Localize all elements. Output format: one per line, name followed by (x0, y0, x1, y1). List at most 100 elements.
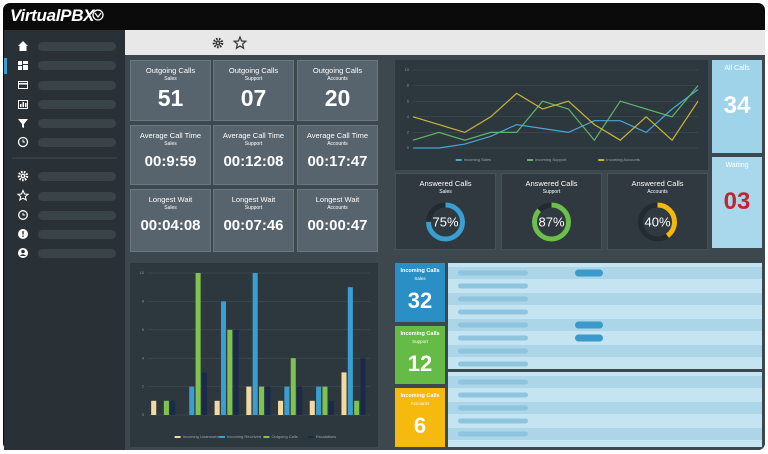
tile-title: Average Call Time (306, 131, 369, 140)
tile-subtitle: Accounts (327, 205, 348, 211)
list-pill (575, 321, 603, 329)
report-icon[interactable] (18, 100, 28, 109)
tile-title: All Calls (724, 65, 750, 72)
tile-title: Answered Calls (525, 179, 578, 188)
incoming-tile: Incoming Calls Sales 32 (395, 263, 445, 322)
tile-value: 51 (157, 85, 184, 111)
legend-label: Incoming Received (227, 434, 261, 439)
tile-title: Incoming Calls (400, 268, 440, 274)
settings-button[interactable] (212, 37, 224, 49)
tile-value: 03 (723, 187, 751, 215)
bar (328, 400, 334, 415)
donut-arc (426, 202, 465, 242)
profile-icon[interactable] (18, 248, 28, 258)
stat-tile: Outgoing Calls Accounts 20 (297, 60, 378, 121)
tile-subtitle: Accounts (327, 141, 348, 147)
answered-tile: Answered Calls Support 87% (501, 173, 602, 250)
tile-subtitle: Sales (164, 76, 177, 82)
bar (284, 386, 290, 415)
help-icon[interactable] (18, 229, 28, 239)
legend-swatch (263, 436, 270, 438)
bar (227, 329, 233, 415)
list-placeholder (458, 335, 528, 341)
incoming-tile: Incoming Calls Accounts 6 (395, 388, 445, 447)
logo[interactable]: VirtualPBX (10, 6, 95, 25)
bar (220, 301, 227, 415)
donut: 40% (638, 202, 677, 242)
card-icon[interactable] (18, 81, 28, 89)
y-tick-label: 2 (407, 129, 410, 134)
active-indicator (4, 58, 7, 74)
clock-icon[interactable] (17, 136, 29, 148)
stat-tile: Average Call Time Support 00:12:08 (213, 125, 294, 185)
tile-title: Longest Wait (315, 195, 360, 204)
legend-label: Incoming Accounts (606, 157, 640, 162)
bar (278, 400, 284, 415)
list-row (448, 376, 762, 388)
donut: 75% (426, 202, 465, 242)
tile-title: Answered Calls (419, 179, 472, 188)
donut-arc (532, 202, 571, 242)
tile-subtitle: Sales (414, 276, 426, 281)
bar (297, 386, 303, 415)
tile-subtitle: Sales (164, 205, 177, 211)
bar (246, 386, 252, 415)
list-placeholder (458, 322, 528, 328)
tile-title: Answered Calls (631, 179, 684, 188)
tile-subtitle: Support (244, 205, 263, 211)
legend-label: Incoming Unanswered (183, 434, 223, 439)
filter-icon[interactable] (18, 119, 28, 128)
bar (201, 372, 207, 415)
tile-title: Longest Wait (231, 195, 276, 204)
answered-tile: Answered Calls Sales 75% (395, 173, 496, 250)
favorites-icon[interactable] (16, 189, 30, 202)
list-placeholder (458, 348, 528, 354)
list-placeholder (458, 379, 528, 385)
bar (322, 386, 328, 415)
tile-title: Longest Wait (148, 195, 193, 204)
list-placeholder (458, 392, 528, 398)
call-list (448, 263, 762, 369)
stat-tile: Average Call Time Accounts 00:17:47 (297, 125, 378, 185)
list-placeholder (458, 361, 528, 367)
sidebar-bg (4, 30, 125, 450)
y-tick-label: 6 (142, 327, 145, 332)
tile-subtitle: Support (542, 189, 561, 195)
bar (259, 386, 265, 415)
favorite-button[interactable] (232, 35, 248, 50)
tile-value: 00:00:47 (307, 217, 368, 234)
series-line (413, 89, 699, 149)
list-placeholder (458, 405, 528, 411)
legend-label: Incoming Sales (464, 157, 491, 162)
bar (347, 287, 353, 415)
bar (360, 358, 366, 415)
tile-value: 6 (413, 413, 427, 438)
dashboard-icon[interactable] (18, 61, 28, 70)
list-placeholder (458, 283, 528, 289)
tile-title: Outgoing Calls (145, 66, 196, 75)
stat-tile: Longest Wait Sales 00:04:08 (130, 189, 211, 252)
bar (354, 400, 360, 415)
bar (163, 400, 169, 415)
bar (195, 273, 201, 415)
bar-chart-panel: 0 2 4 6 8 10 Incoming Unanswered Incoming Recei… (130, 263, 378, 447)
donut-label: 75% (432, 214, 458, 229)
legend-label: Incoming Support (535, 157, 567, 162)
tile-value: 20 (324, 85, 351, 111)
tile-subtitle: Accounts (410, 401, 430, 406)
tile-title: Outgoing Calls (228, 66, 279, 75)
bar (214, 400, 220, 415)
tile-value: 00:9:59 (144, 153, 197, 170)
settings-icon[interactable] (17, 170, 29, 182)
stat-tile: Average Call Time Sales 00:9:59 (130, 125, 211, 185)
y-tick-label: 0 (407, 145, 410, 150)
bar (189, 386, 195, 415)
stat-tile: Outgoing Calls Support 07 (213, 60, 294, 121)
list-pill (575, 334, 603, 342)
history-icon[interactable] (18, 210, 28, 220)
home-icon[interactable] (18, 41, 28, 51)
stat-tile: Longest Wait Support 00:07:46 (213, 189, 294, 252)
legend-swatch (219, 436, 226, 438)
incoming-tile: Incoming Calls Support 12 (395, 326, 445, 384)
tile-value: 00:04:08 (140, 217, 201, 234)
